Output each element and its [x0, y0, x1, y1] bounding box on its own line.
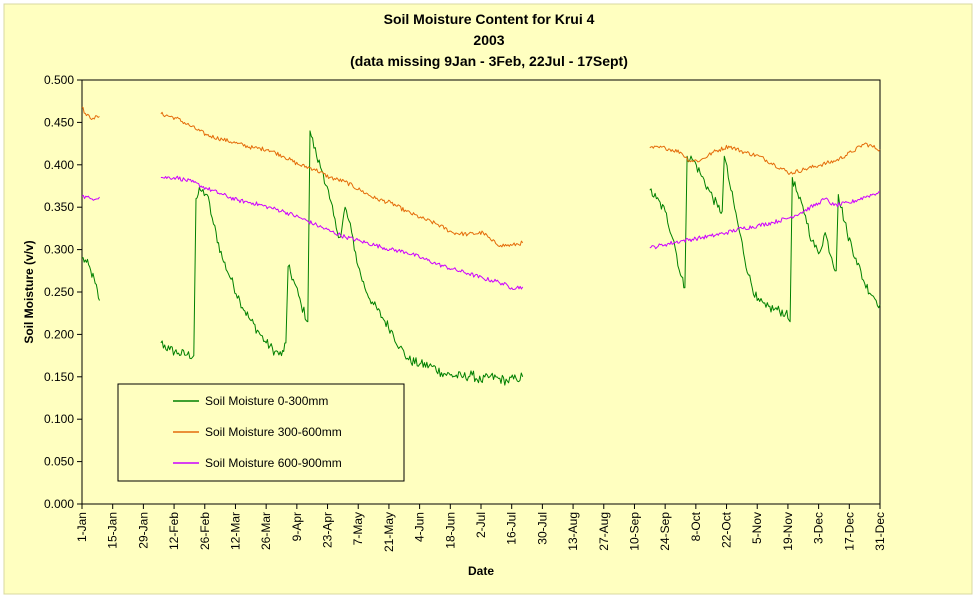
legend-box	[117, 383, 405, 482]
legend-item-1: Soil Moisture 300-600mm	[173, 425, 342, 439]
x-tick-label: 31-Dec	[873, 512, 887, 551]
series-0	[81, 130, 881, 386]
series-2-segment-2	[649, 191, 881, 250]
y-tick-label: 0.000	[44, 497, 74, 511]
series-layer	[81, 106, 881, 386]
series-2-segment-1	[160, 175, 524, 290]
series-1-segment-1	[160, 111, 524, 248]
x-tick-label: 12-Feb	[167, 512, 181, 550]
series-0-segment-2	[649, 155, 881, 323]
series-0-segment-1	[160, 130, 524, 386]
x-tick-label: 29-Jan	[136, 512, 150, 549]
x-tick-label: 22-Oct	[720, 511, 734, 548]
x-tick-label: 12-Mar	[228, 512, 242, 550]
x-tick-label: 30-Jul	[535, 512, 549, 545]
legend-label-2: Soil Moisture 600-900mm	[205, 456, 342, 470]
y-tick-label: 0.350	[44, 200, 74, 214]
x-tick-label: 19-Nov	[781, 512, 795, 551]
y-tick-label: 0.450	[44, 115, 74, 129]
x-tick-label: 9-Apr	[290, 512, 304, 541]
y-tick-label: 0.150	[44, 370, 74, 384]
chart-title-line-3: (data missing 9Jan - 3Feb, 22Jul - 17Sep…	[350, 53, 628, 69]
x-tick-label: 16-Jul	[505, 512, 519, 545]
x-tick-label: 15-Jan	[106, 512, 120, 549]
legend-label-1: Soil Moisture 300-600mm	[205, 425, 342, 439]
legend: Soil Moisture 0-300mm Soil Moisture 300-…	[117, 383, 405, 482]
y-tick-label: 0.050	[44, 455, 74, 469]
legend-label-0: Soil Moisture 0-300mm	[205, 394, 328, 408]
x-tick-label: 4-Jun	[413, 512, 427, 542]
x-tick-label: 10-Sep	[627, 512, 641, 551]
y-tick-label: 0.500	[44, 73, 74, 87]
series-1-segment-2	[649, 142, 881, 175]
y-tick-label: 0.250	[44, 285, 74, 299]
axes-layer: 0.000 0.050 0.100 0.150 0.200 0.250 0.300 0.350…	[44, 73, 887, 552]
y-axis-label: Soil Moisture (v/v)	[22, 240, 36, 343]
x-tick-label: 18-Jun	[443, 512, 457, 549]
legend-item-2: Soil Moisture 600-900mm	[173, 456, 342, 470]
series-0-segment-0	[81, 257, 100, 301]
chart-title-line-1: Soil Moisture Content for Krui 4	[384, 11, 595, 27]
y-tick-label: 0.300	[44, 243, 74, 257]
legend-item-0: Soil Moisture 0-300mm	[173, 394, 328, 408]
x-tick-label: 7-May	[351, 512, 365, 545]
y-tick-label: 0.200	[44, 327, 74, 341]
x-tick-label: 17-Dec	[842, 512, 856, 551]
series-2-segment-0	[81, 194, 100, 201]
y-tick-label: 0.100	[44, 412, 74, 426]
x-tick-label: 13-Aug	[566, 512, 580, 551]
series-1-segment-0	[81, 106, 100, 120]
series-2	[81, 175, 881, 290]
x-tick-label: 26-Feb	[198, 512, 212, 550]
x-tick-label: 2-Jul	[474, 512, 488, 538]
x-tick-label: 23-Apr	[321, 512, 335, 548]
series-1	[81, 106, 881, 248]
x-tick-label: 26-Mar	[259, 512, 273, 550]
x-axis-label: Date	[468, 564, 494, 578]
y-tick-label: 0.400	[44, 158, 74, 172]
x-tick-label: 5-Nov	[750, 512, 764, 544]
x-tick-label: 24-Sep	[658, 512, 672, 551]
x-tick-label: 8-Oct	[689, 511, 703, 541]
x-tick-label: 27-Aug	[597, 512, 611, 551]
chart-title-line-2: 2003	[473, 32, 504, 48]
x-tick-label: 3-Dec	[812, 512, 826, 544]
x-tick-label: 21-May	[382, 512, 396, 552]
x-tick-label: 1-Jan	[75, 512, 89, 542]
